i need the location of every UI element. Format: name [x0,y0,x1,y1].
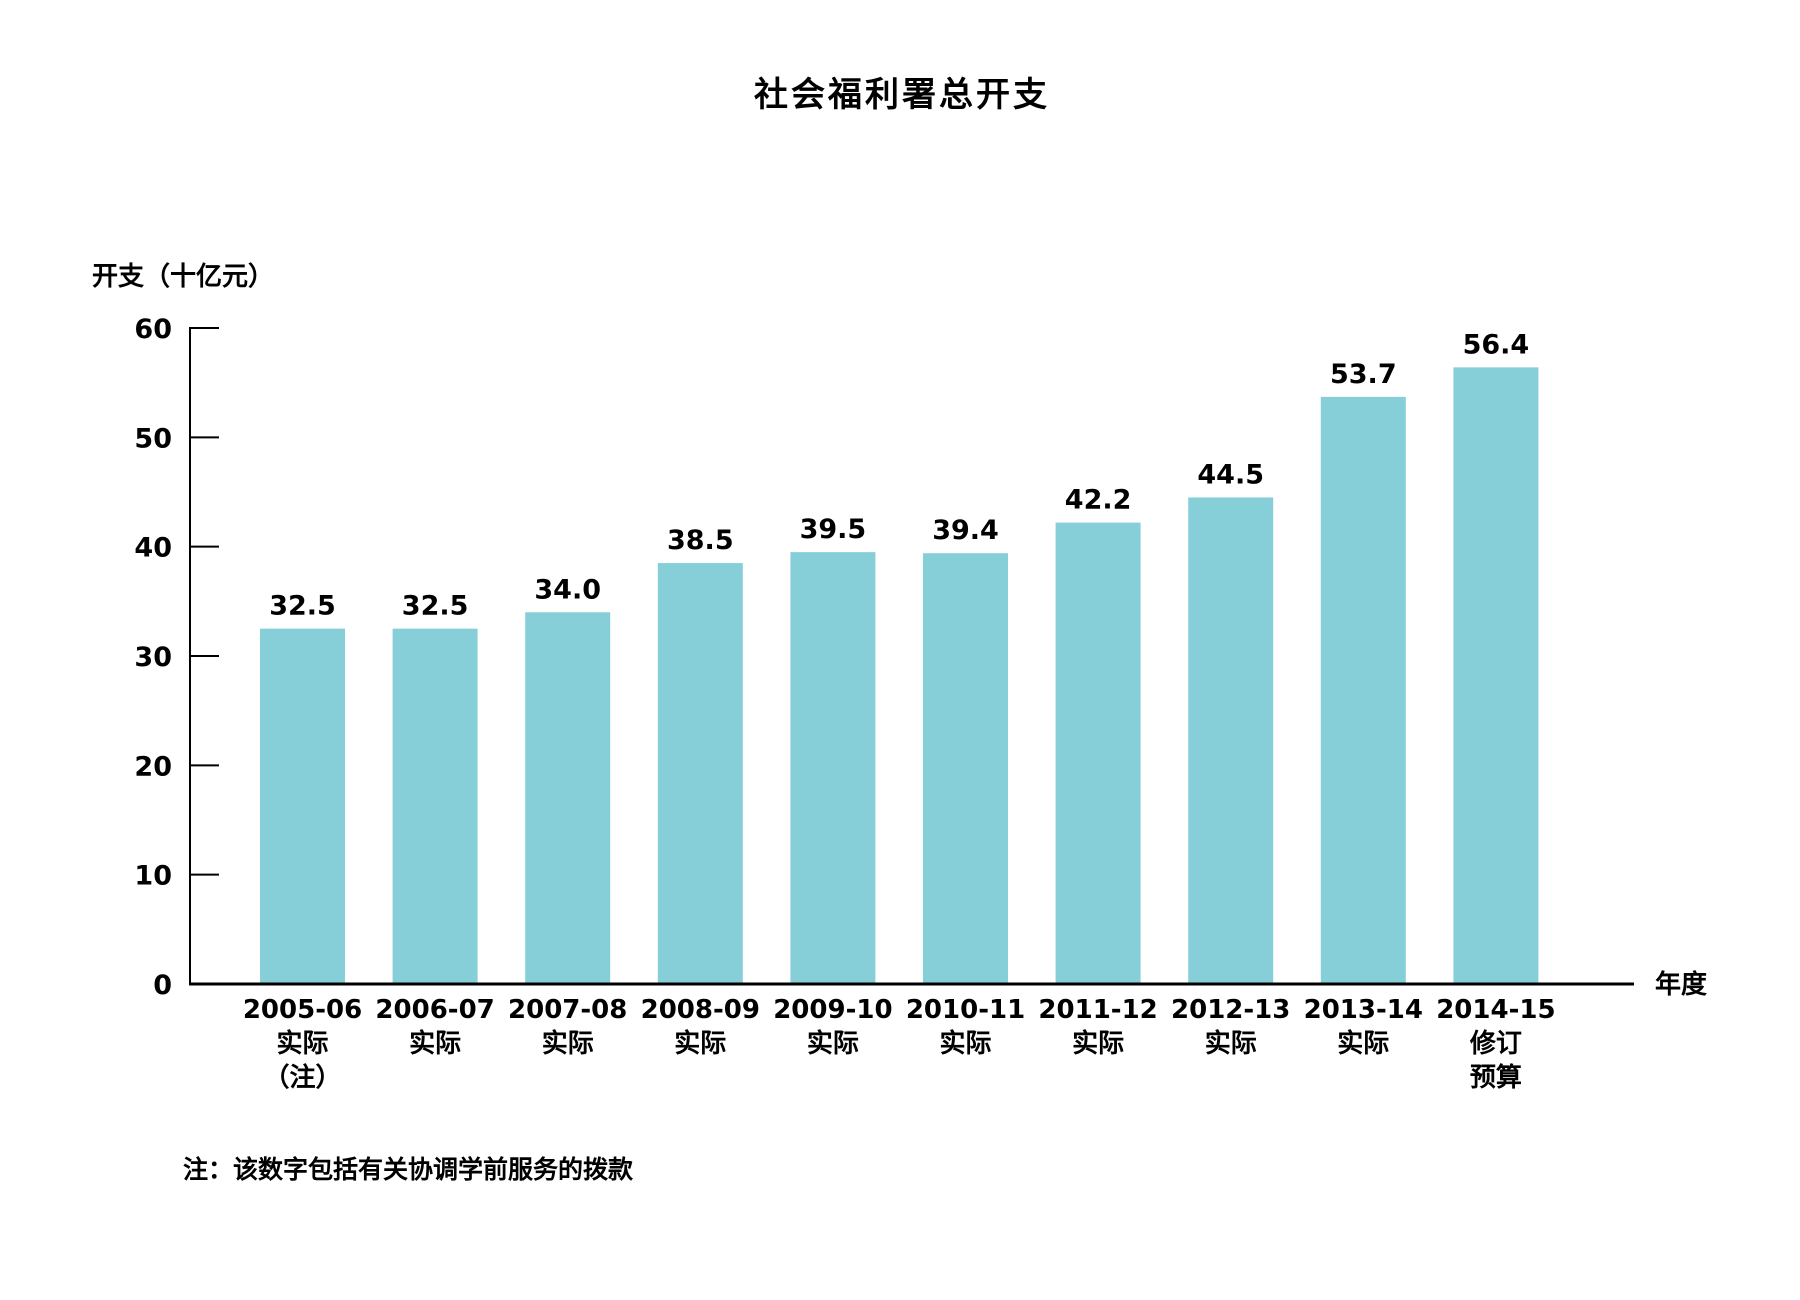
y-tick-label: 10 [134,861,172,892]
x-tick-label: 2006-07 [375,995,494,1025]
data-label: 32.5 [269,591,336,622]
bar [525,612,611,984]
bar [1188,497,1274,984]
x-tick-label: （注） [263,1062,341,1093]
x-tick-label: 实际 [276,1028,328,1059]
footnote: 注：该数字包括有关协调学前服务的拨款 [183,1155,634,1184]
x-tick-label: 实际 [807,1028,859,1059]
y-axis-label: 开支（十亿元） [92,262,274,292]
bar [923,553,1008,984]
x-tick-label: 2013-14 [1304,995,1423,1025]
data-label: 39.5 [800,514,867,545]
x-tick-label: 实际 [542,1028,594,1059]
x-tick-label: 2011-12 [1038,995,1157,1025]
x-tick-label: 修订 [1469,1028,1522,1059]
data-label: 32.5 [402,591,469,622]
x-tick-label: 2012-13 [1171,995,1290,1025]
y-tick-label: 20 [134,751,172,782]
x-tick-label: 实际 [939,1028,991,1059]
x-tick-label: 2007-08 [508,995,627,1025]
bar [1320,396,1406,984]
x-tick-label: 实际 [1337,1028,1389,1059]
y-tick-label: 0 [153,970,172,1001]
y-tick-label: 30 [134,642,172,673]
x-tick-label: 2010-11 [906,995,1025,1025]
bar [657,563,743,984]
x-tick-label: 实际 [1205,1028,1257,1059]
data-label: 39.4 [932,515,999,546]
chart-title: 社会福利署总开支 [754,75,1050,115]
data-label: 53.7 [1330,359,1397,390]
bar [1453,367,1539,984]
x-axis-label: 年度 [1655,969,1707,1000]
x-tick-label: 预算 [1470,1062,1522,1093]
x-tick-label: 实际 [1072,1028,1124,1059]
bar [392,628,478,984]
data-label: 38.5 [667,525,734,556]
bar [1055,522,1141,984]
bar [260,628,345,984]
x-tick-label: 实际 [409,1028,461,1059]
data-label: 42.2 [1065,485,1132,516]
y-tick-label: 50 [134,423,172,454]
y-tick-label: 40 [134,533,172,564]
y-tick-label: 60 [134,314,172,345]
x-tick-label: 2009-10 [773,995,892,1025]
x-tick-label: 2005-06 [243,995,362,1025]
data-label: 34.0 [534,574,601,605]
x-tick-label: 实际 [674,1028,726,1059]
x-tick-label: 2008-09 [641,995,760,1025]
bar [790,552,876,984]
data-label: 56.4 [1463,329,1530,360]
x-tick-label: 2014-15 [1436,995,1555,1025]
data-label: 44.5 [1197,459,1264,490]
